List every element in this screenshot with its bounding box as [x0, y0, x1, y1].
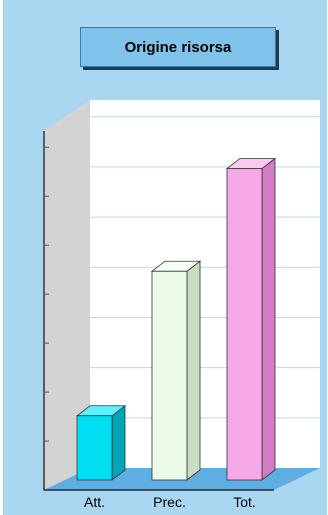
bar-front [226, 168, 263, 481]
bar-front [76, 415, 113, 481]
bar-side [261, 157, 276, 481]
bar-side [111, 404, 126, 481]
chart-title: Origine risorsa [80, 27, 276, 67]
bar-att [75, 404, 127, 481]
bar-prec [150, 260, 202, 481]
x-tick-label: Prec. [153, 494, 186, 510]
x-tick-label: Att. [84, 494, 105, 510]
chart-frame [43, 131, 274, 491]
chart-left-wall [44, 100, 90, 490]
bar-side [186, 260, 201, 481]
bar-tot [225, 157, 277, 481]
bar-front [151, 270, 188, 481]
x-tick-label: Tot. [233, 494, 256, 510]
